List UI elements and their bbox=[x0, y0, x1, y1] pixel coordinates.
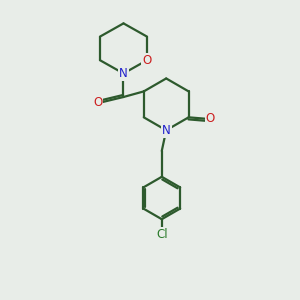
Text: O: O bbox=[93, 96, 103, 109]
Text: O: O bbox=[142, 54, 152, 67]
Text: O: O bbox=[206, 112, 215, 125]
Text: N: N bbox=[162, 124, 171, 137]
Text: N: N bbox=[119, 67, 128, 80]
Text: Cl: Cl bbox=[156, 228, 168, 241]
